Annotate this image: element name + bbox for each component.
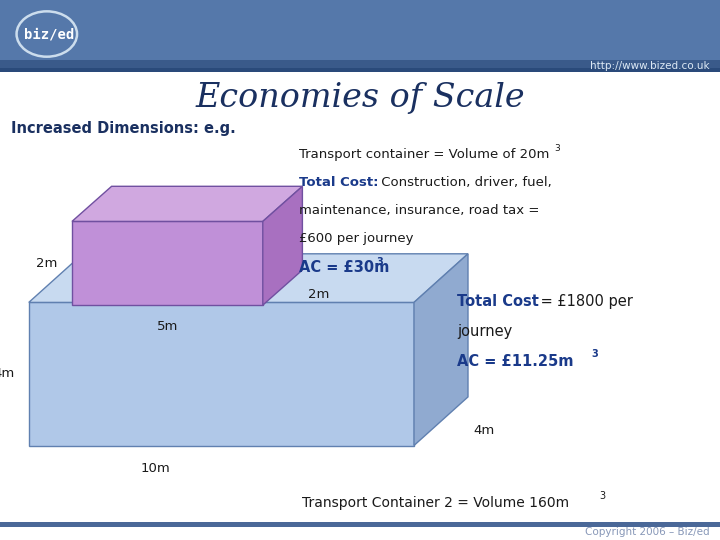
Text: = £1800 per: = £1800 per [536, 294, 634, 309]
Text: Total Cost: Total Cost [457, 294, 539, 309]
Text: Transport container = Volume of 20m: Transport container = Volume of 20m [299, 148, 549, 161]
Text: 3: 3 [377, 256, 383, 267]
Text: AC = £11.25m: AC = £11.25m [457, 354, 574, 369]
Text: 10m: 10m [141, 462, 171, 475]
Text: 3: 3 [600, 491, 606, 502]
Text: Transport Container 2 = Volume 160m: Transport Container 2 = Volume 160m [302, 496, 570, 510]
Text: £600 per journey: £600 per journey [299, 232, 413, 245]
Text: http://www.bized.co.uk: http://www.bized.co.uk [590, 62, 709, 71]
Text: Economies of Scale: Economies of Scale [195, 82, 525, 114]
Text: 3: 3 [592, 349, 598, 360]
Polygon shape [29, 302, 414, 446]
Text: 5m: 5m [157, 320, 178, 333]
Text: AC = £30m: AC = £30m [299, 260, 390, 275]
Text: 2m: 2m [308, 288, 330, 301]
Text: Increased Dimensions: e.g.: Increased Dimensions: e.g. [11, 121, 235, 136]
Polygon shape [72, 186, 302, 221]
Text: Total Cost:: Total Cost: [299, 176, 378, 189]
Text: 2m: 2m [36, 256, 58, 270]
Polygon shape [414, 254, 468, 446]
Text: 4m: 4m [0, 367, 14, 381]
Bar [0, 0, 720, 62]
Text: 4m: 4m [474, 424, 495, 437]
Text: biz/ed: biz/ed [24, 27, 74, 41]
Text: journey: journey [457, 324, 513, 339]
Text: Copyright 2006 – Biz/ed: Copyright 2006 – Biz/ed [585, 527, 709, 537]
Polygon shape [29, 254, 468, 302]
Text: 3: 3 [554, 144, 560, 153]
Text: maintenance, insurance, road tax =: maintenance, insurance, road tax = [299, 204, 539, 217]
Polygon shape [72, 221, 263, 305]
Polygon shape [263, 186, 302, 305]
Bar [0, 68, 720, 72]
Text: Construction, driver, fuel,: Construction, driver, fuel, [377, 176, 552, 189]
Bar [0, 60, 720, 69]
Bar [0, 522, 720, 526]
